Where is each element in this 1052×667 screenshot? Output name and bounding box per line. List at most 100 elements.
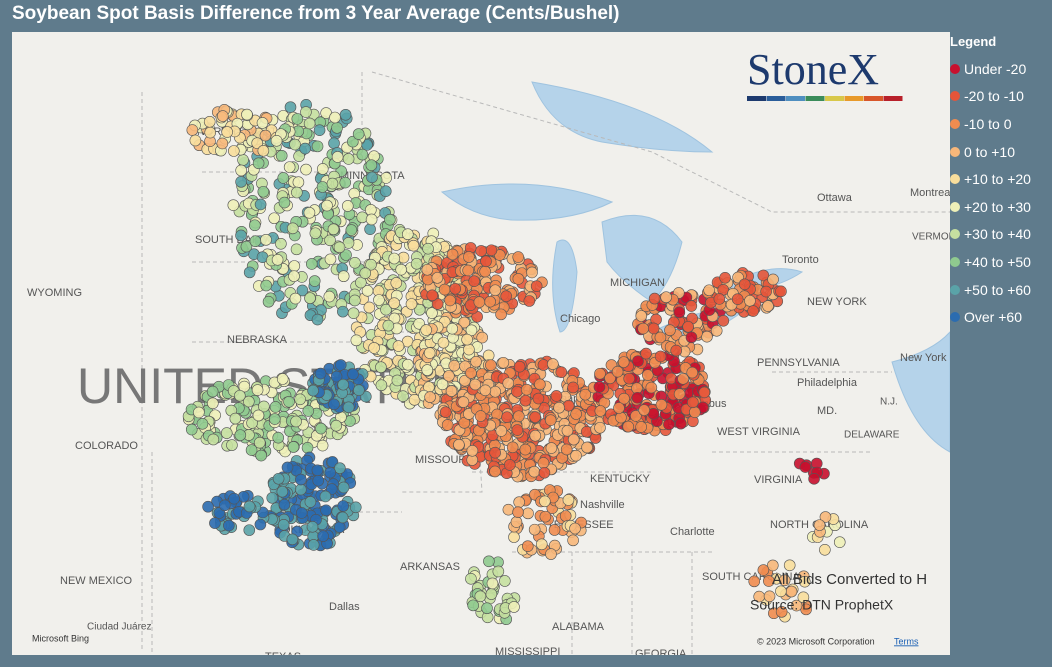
bid-dot	[635, 310, 648, 322]
map-label: VIRGINIA	[754, 474, 803, 486]
bid-dot	[327, 223, 340, 236]
bid-dot	[654, 331, 667, 344]
bid-dot	[352, 128, 365, 140]
bid-dot	[523, 295, 536, 307]
bid-dot	[767, 559, 779, 572]
bid-dot	[717, 314, 730, 327]
legend-item[interactable]: -20 to -10	[950, 83, 1031, 111]
map-label: WEST VIRGINIA	[717, 426, 801, 438]
bid-dot	[333, 521, 346, 533]
bid-dot	[677, 373, 689, 385]
map-label: Toronto	[782, 254, 819, 266]
bid-dot	[314, 367, 327, 380]
legend-label: +10 to +20	[964, 171, 1031, 188]
bid-dot	[484, 295, 496, 308]
bid-dot	[302, 405, 315, 417]
bid-dot	[544, 414, 557, 426]
bid-dot	[390, 277, 403, 289]
bid-dot	[284, 101, 297, 113]
bid-dot	[328, 398, 340, 411]
legend-item[interactable]: +30 to +40	[950, 221, 1031, 249]
bid-dot	[553, 401, 565, 414]
bid-dot	[731, 293, 744, 305]
bid-dot	[349, 257, 361, 269]
bid-dot	[431, 272, 444, 284]
bid-dot	[251, 384, 264, 396]
bid-dot	[623, 372, 635, 385]
bid-dot	[326, 177, 339, 190]
bid-dot	[686, 366, 699, 379]
bid-dot	[685, 331, 698, 344]
bid-dot	[342, 401, 355, 414]
bid-dot	[228, 492, 240, 505]
legend: Legend Under -20 -20 to -10 -10 to 0 0 to +…	[950, 34, 1031, 331]
bid-dot	[559, 510, 572, 522]
bid-dot	[391, 374, 404, 387]
bid-dot	[257, 185, 270, 198]
bid-dot	[539, 495, 551, 508]
bid-dot	[522, 507, 534, 520]
legend-swatch	[950, 118, 960, 129]
bid-dot	[645, 381, 658, 394]
legend-item[interactable]: Over +60	[950, 303, 1031, 331]
bid-dot	[479, 265, 491, 278]
bid-dot	[226, 439, 238, 451]
bid-dot	[775, 585, 787, 598]
bid-dot	[437, 336, 450, 349]
bid-dot	[240, 240, 253, 253]
bid-dot	[349, 294, 361, 307]
bid-dot	[402, 358, 414, 371]
legend-item[interactable]: 0 to +10	[950, 138, 1031, 166]
bid-dot	[422, 273, 434, 286]
map-label: Nashville	[580, 499, 625, 511]
bid-dot	[673, 388, 686, 400]
bid-dot	[246, 417, 258, 429]
bid-dot	[350, 334, 363, 347]
bid-dot	[380, 303, 392, 316]
legend-item[interactable]: Under -20	[950, 55, 1031, 83]
bid-dot	[495, 308, 507, 321]
bid-dot	[307, 539, 320, 551]
legend-item[interactable]: +40 to +50	[950, 248, 1031, 276]
bid-dot	[287, 441, 300, 453]
bid-dot	[278, 196, 291, 209]
bid-dot	[227, 199, 240, 211]
bid-dot	[289, 138, 301, 151]
bid-dot	[347, 307, 360, 319]
bid-dot	[334, 359, 347, 371]
bid-dot	[295, 507, 308, 519]
bid-dot	[511, 385, 523, 398]
bid-dot	[397, 390, 409, 402]
terms-link[interactable]: Terms	[894, 636, 919, 646]
bid-dot	[275, 237, 287, 250]
bid-dot	[613, 402, 625, 414]
legend-item[interactable]: -10 to 0	[950, 110, 1031, 138]
map-label: N.J.	[880, 397, 898, 408]
logo-bar-segment	[864, 96, 883, 101]
map-label: COLORADO	[75, 440, 138, 452]
bid-dot	[439, 406, 452, 419]
bid-dot	[270, 135, 283, 147]
legend-item[interactable]: +50 to +60	[950, 276, 1031, 304]
bid-dot	[719, 272, 731, 284]
legend-item[interactable]: +10 to +20	[950, 165, 1031, 193]
bid-dot	[438, 283, 451, 296]
bid-dot	[329, 111, 341, 124]
bid-dot	[675, 417, 687, 430]
bid-dot	[474, 410, 487, 422]
bid-dot	[548, 524, 561, 536]
bid-dot	[778, 574, 791, 587]
bid-dot	[798, 575, 811, 588]
bid-dot	[379, 185, 392, 197]
bid-dot	[337, 270, 350, 283]
bid-dot	[342, 153, 355, 165]
legend-item[interactable]: +20 to +30	[950, 193, 1031, 221]
bid-dot	[547, 358, 559, 370]
bid-dot	[255, 449, 267, 462]
bid-dot	[567, 534, 579, 547]
bid-dot	[305, 258, 318, 270]
bid-dot	[453, 438, 465, 451]
map-label: TEXAS	[265, 651, 301, 655]
bid-dot	[457, 396, 470, 408]
bid-dot	[441, 419, 454, 431]
